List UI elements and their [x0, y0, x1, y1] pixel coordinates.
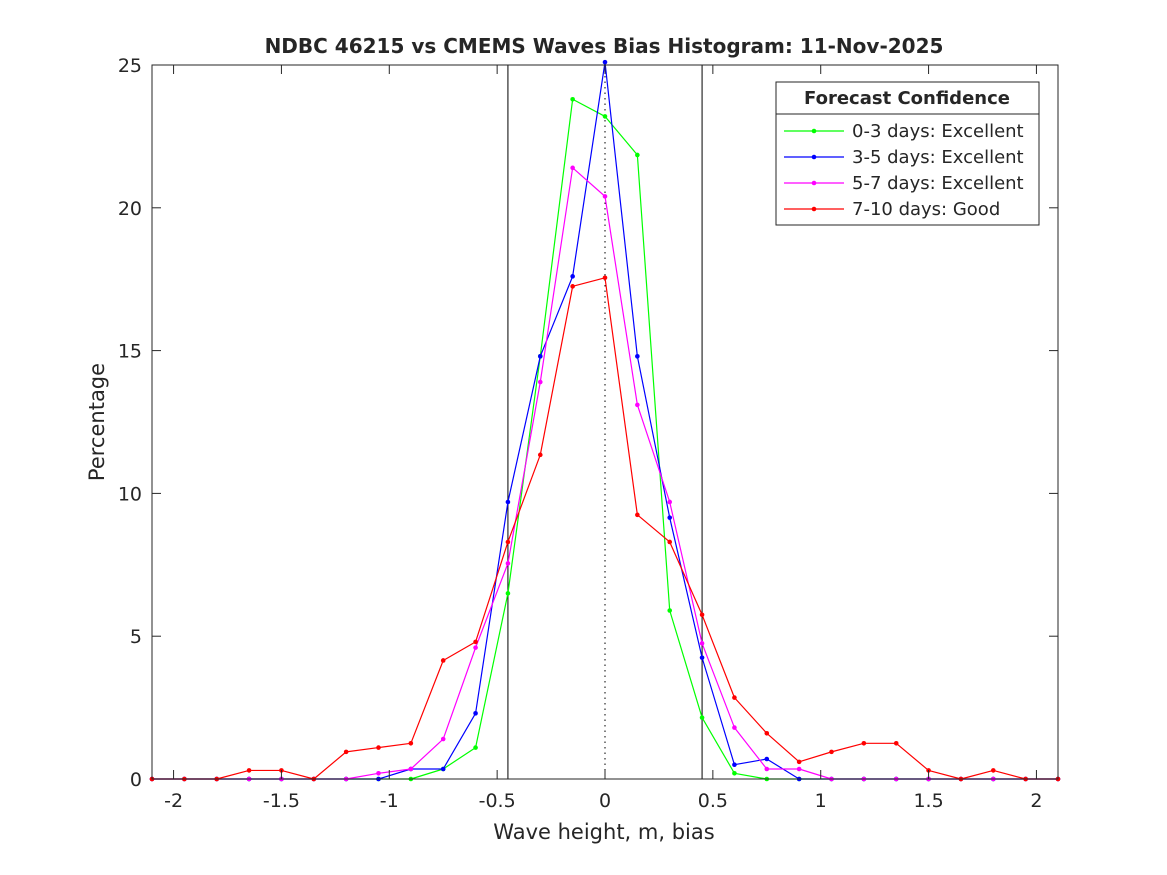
legend-label: 5-7 days: Excellent [852, 173, 1024, 194]
x-tick-label: -1 [380, 790, 399, 812]
data-point [602, 114, 608, 119]
data-point [699, 612, 705, 618]
y-tick-label: 15 [118, 341, 142, 363]
legend-entry-2: 5-7 days: Excellent [784, 173, 1024, 194]
y-tick-label: 20 [118, 198, 142, 220]
data-point [537, 354, 543, 359]
data-point [635, 354, 640, 359]
legend-marker-swatch [811, 180, 817, 186]
x-tick-label: 2 [1030, 790, 1042, 812]
data-point [376, 745, 381, 750]
data-point [376, 770, 381, 776]
legend-box [775, 81, 1040, 226]
data-point [537, 379, 543, 385]
data-point [537, 452, 543, 458]
y-axis-label: Percentage [85, 363, 109, 481]
data-point [343, 749, 349, 755]
y-tick-label: 5 [130, 626, 142, 648]
legend: Forecast Confidence 0-3 days: Excellent 3… [775, 81, 1040, 226]
data-point [635, 152, 640, 158]
data-point [602, 59, 608, 65]
legend-entry-3: 7-10 days: Good [784, 199, 1000, 220]
data-point [764, 731, 770, 736]
y-axis-tick-labels: 0 5 10 15 20 25 [118, 55, 142, 791]
y-tick-label: 0 [130, 769, 142, 791]
data-point [667, 608, 673, 613]
x-axis-label: Wave height, m, bias [493, 820, 714, 844]
data-point [635, 402, 640, 408]
data-point [732, 725, 737, 730]
data-point [440, 736, 446, 742]
legend-marker-swatch [811, 128, 817, 134]
data-point [699, 655, 705, 660]
x-tick-label: 1 [815, 790, 827, 812]
data-point [408, 766, 414, 772]
data-point [602, 194, 608, 199]
reference-lines [507, 65, 703, 779]
data-point [732, 770, 737, 776]
chart-title: NDBC 46215 vs CMEMS Waves Bias Histogram… [265, 34, 944, 58]
data-point [635, 512, 640, 518]
x-tick-label: -1.5 [263, 790, 300, 812]
legend-label: 0-3 days: Excellent [852, 121, 1024, 142]
legend-entry-1: 3-5 days: Excellent [784, 147, 1024, 168]
data-point [505, 591, 511, 596]
legend-label: 3-5 days: Excellent [852, 147, 1024, 168]
data-point [570, 165, 575, 171]
x-axis-tick-labels: -2 -1.5 -1 -0.5 0 0.5 1 1.5 2 [164, 790, 1042, 812]
data-point [408, 741, 414, 746]
data-point [732, 695, 737, 700]
legend-title: Forecast Confidence [804, 88, 1010, 109]
legend-marker-swatch [811, 154, 817, 160]
data-point [893, 741, 899, 746]
data-point [473, 745, 478, 750]
legend-marker-swatch [811, 206, 817, 212]
data-point [505, 539, 511, 545]
x-tick-label: -2 [164, 790, 183, 812]
data-point [440, 658, 446, 663]
data-point [699, 641, 705, 646]
y-tick-label: 10 [118, 483, 142, 505]
data-point [602, 275, 608, 281]
data-point [440, 766, 446, 772]
data-point [473, 645, 478, 650]
data-point [505, 499, 511, 505]
data-point [570, 284, 575, 289]
axis-ticks [152, 64, 1058, 780]
data-point [505, 561, 511, 566]
x-tick-label: 0 [599, 790, 611, 812]
legend-entries: 0-3 days: Excellent 3-5 days: Excellent 5-… [784, 121, 1024, 220]
legend-label: 7-10 days: Good [852, 199, 1000, 220]
data-point [764, 756, 770, 762]
data-point [667, 515, 673, 520]
data-point [829, 749, 834, 755]
data-point [990, 768, 996, 773]
data-point [667, 539, 673, 545]
data-point [473, 711, 478, 716]
y-tick-label: 25 [118, 55, 142, 77]
data-point [570, 274, 575, 279]
data-point [473, 639, 478, 645]
data-point [796, 759, 802, 765]
data-point [667, 499, 673, 505]
legend-entry-0: 0-3 days: Excellent [784, 121, 1024, 142]
x-tick-label: -0.5 [479, 790, 516, 812]
data-point [764, 766, 770, 772]
x-tick-label: 0.5 [698, 790, 728, 812]
data-point [699, 715, 705, 720]
data-point [246, 768, 252, 773]
x-tick-label: 1.5 [913, 790, 943, 812]
data-point [796, 766, 802, 772]
data-point [732, 762, 737, 768]
data-point [861, 741, 867, 746]
data-point [570, 96, 575, 102]
